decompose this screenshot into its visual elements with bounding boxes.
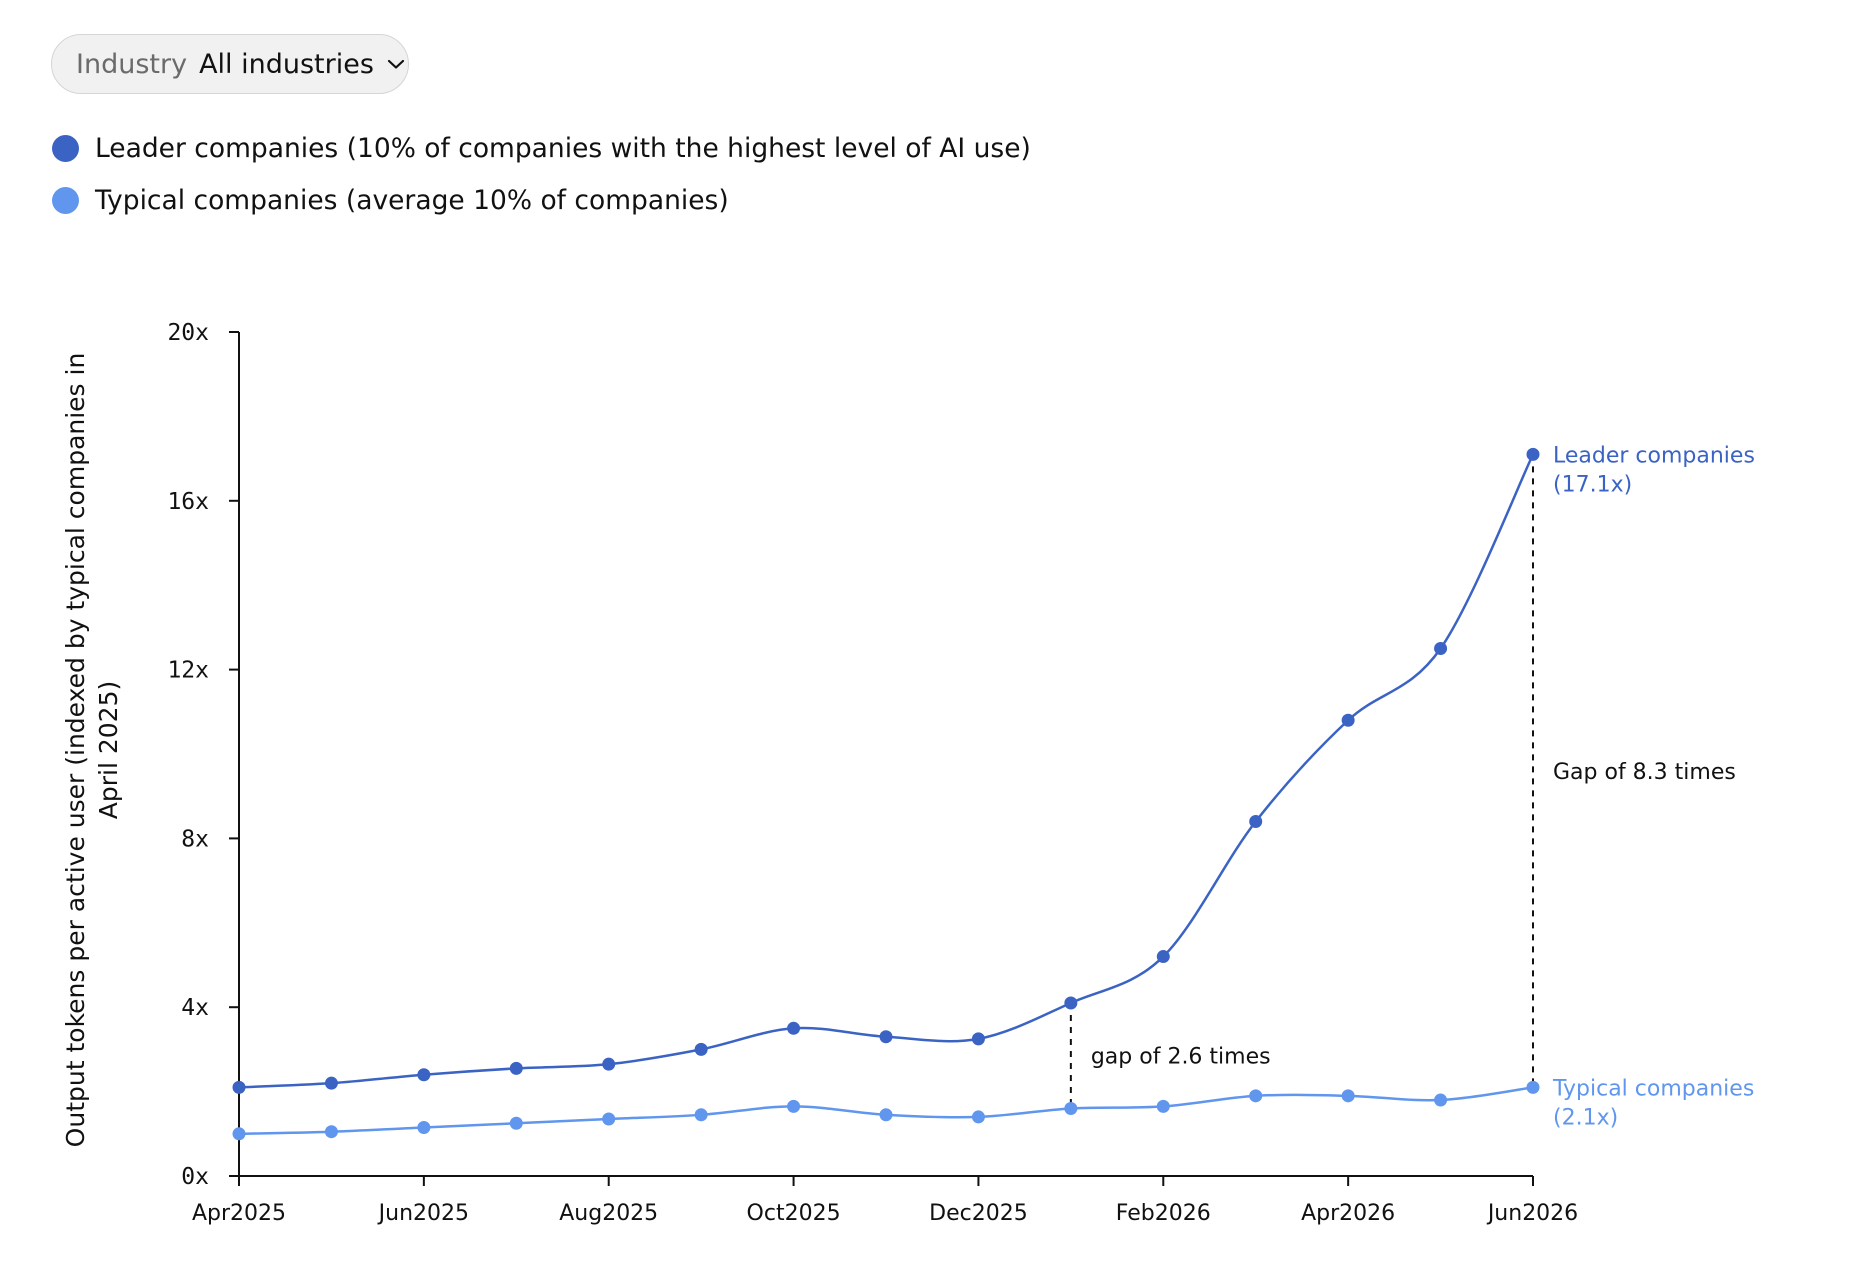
industry-filter-dropdown[interactable]: Industry All industries: [51, 34, 409, 94]
data-point-leader: [509, 1061, 523, 1075]
data-point-leader: [971, 1032, 985, 1046]
data-point-leader: [1526, 447, 1540, 461]
data-point-leader: [1064, 996, 1078, 1010]
data-point-leader: [232, 1080, 246, 1094]
x-tick-label: Oct2025: [747, 1201, 841, 1226]
data-point-typical: [1341, 1089, 1355, 1103]
x-tick-label: Apr2026: [1301, 1201, 1395, 1226]
data-point-typical: [1526, 1080, 1540, 1094]
data-point-typical: [1156, 1099, 1170, 1113]
data-point-typical: [1064, 1101, 1078, 1115]
data-point-typical: [694, 1108, 708, 1122]
y-tick-label: 12x: [167, 658, 209, 684]
gap-annotation-label: Gap of 8.3 times: [1553, 760, 1736, 785]
data-point-typical: [509, 1116, 523, 1130]
x-tick-label: Dec2025: [929, 1201, 1028, 1226]
x-tick-label: Jun2025: [377, 1201, 469, 1226]
data-point-typical: [879, 1108, 893, 1122]
data-point-leader: [879, 1030, 893, 1044]
data-point-leader: [602, 1057, 616, 1071]
legend-dot-leader: [52, 134, 79, 162]
x-tick-label: Aug2025: [559, 1201, 658, 1226]
y-tick-label: 16x: [167, 489, 209, 515]
filter-label: Industry: [76, 48, 188, 80]
y-tick-label: 4x: [181, 995, 209, 1021]
data-point-typical: [602, 1112, 616, 1126]
legend-item-typical: Typical companies (average 10% of compan…: [52, 174, 1031, 226]
data-point-leader: [787, 1021, 801, 1035]
data-point-leader: [1156, 950, 1170, 964]
y-tick-label: 8x: [181, 826, 209, 852]
end-label-leader-name: Leader companies: [1553, 443, 1755, 468]
y-axis-label-line-2: April 2025): [94, 681, 123, 819]
x-tick-label: Jun2026: [1486, 1201, 1578, 1226]
series-line-leader: [238, 453, 1535, 1089]
end-label-typical-name: Typical companies: [1552, 1076, 1754, 1101]
data-point-typical: [1434, 1093, 1448, 1107]
legend-label-typical: Typical companies (average 10% of compan…: [95, 184, 729, 216]
data-point-typical: [1249, 1089, 1263, 1103]
legend-label-leader: Leader companies (10% of companies with …: [95, 132, 1031, 164]
data-point-leader: [694, 1042, 708, 1056]
data-point-leader: [1341, 713, 1355, 727]
legend-dot-typical: [52, 186, 79, 214]
data-point-typical: [787, 1099, 801, 1113]
data-point-typical: [324, 1125, 338, 1139]
data-point-typical: [232, 1127, 246, 1141]
data-point-leader: [1434, 642, 1448, 655]
data-point-typical: [417, 1120, 431, 1134]
legend-item-leader: Leader companies (10% of companies with …: [52, 122, 1031, 174]
y-tick-label: 0x: [181, 1164, 209, 1190]
y-axis-label-line-1: Output tokens per active user (indexed b…: [61, 353, 90, 1148]
chart-legend: Leader companies (10% of companies with …: [52, 122, 1031, 226]
data-point-typical: [971, 1110, 985, 1124]
filter-value: All industries: [199, 48, 374, 80]
y-tick-label: 20x: [167, 320, 209, 346]
data-point-leader: [417, 1068, 431, 1082]
end-label-typical-value: (2.1x): [1553, 1105, 1618, 1130]
chevron-down-icon: [386, 58, 406, 70]
gap-annotation-label: gap of 2.6 times: [1091, 1045, 1271, 1070]
x-tick-label: Apr2025: [192, 1201, 286, 1226]
data-point-leader: [1249, 815, 1263, 829]
data-point-leader: [324, 1076, 338, 1090]
end-label-leader-value: (17.1x): [1553, 472, 1632, 497]
x-tick-label: Feb2026: [1116, 1201, 1211, 1226]
